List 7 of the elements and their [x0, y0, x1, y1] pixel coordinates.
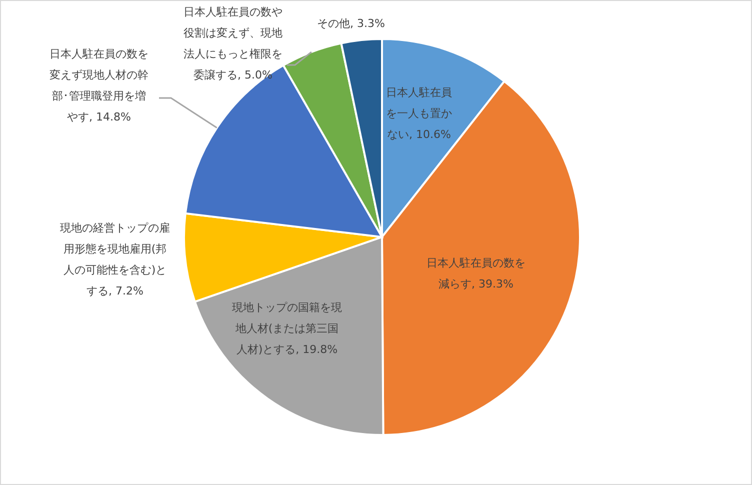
- slice-label: 日本人駐在員を一人も置かない, 10.6%: [386, 86, 452, 140]
- slice-label: その他, 3.3%: [317, 16, 385, 30]
- slice-label: 日本人駐在員の数を減らす, 39.3%: [426, 256, 526, 290]
- slice-label: 現地トップの国籍を現地人材(または第三国人材)とする, 19.8%: [232, 300, 342, 356]
- slice-label: 日本人駐在員の数を変えず現地人材の幹部･管理職登用を増やす, 14.8%: [50, 47, 148, 123]
- slice-label: 現地の経営トップの雇用形態を現地雇用(邦人の可能性を含む)とする, 7.2%: [60, 221, 170, 297]
- slice-label: 日本人駐在員の数や役割は変えず、現地法人にもっと権限を委譲する, 5.0%: [184, 5, 282, 81]
